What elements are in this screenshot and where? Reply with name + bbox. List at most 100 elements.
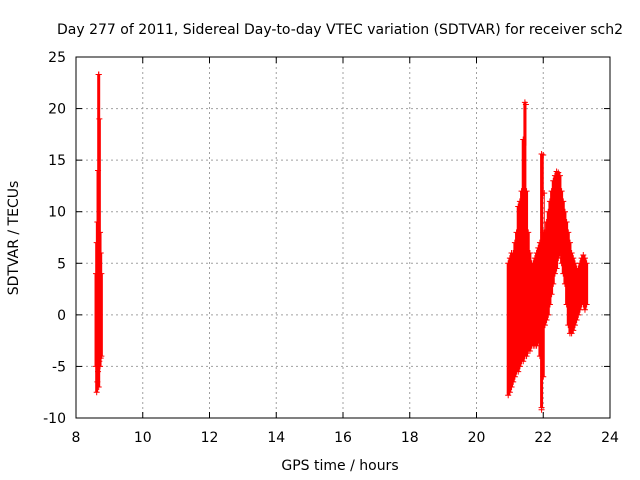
data-point-high — [93, 270, 100, 277]
data-point-high — [565, 229, 572, 236]
x-tick-label: 12 — [201, 430, 219, 446]
y-tick-label: -10 — [43, 411, 66, 427]
data-point-high — [576, 260, 583, 267]
data-point-low — [93, 389, 100, 396]
data-fill — [521, 191, 524, 362]
data-point-low — [506, 389, 513, 396]
data-point-low — [511, 373, 518, 380]
data-point-high — [548, 188, 555, 195]
data-point-low — [526, 347, 533, 354]
y-tick-label: -5 — [52, 359, 66, 375]
chart-title: Day 277 of 2011, Sidereal Day-to-day VTE… — [57, 22, 623, 38]
y-tick-label: 5 — [57, 256, 66, 272]
data-point-low — [533, 342, 540, 349]
data-fill — [554, 175, 557, 269]
x-tick-label: 14 — [267, 430, 285, 446]
data-point-low — [515, 368, 522, 375]
data-fill — [569, 252, 572, 334]
data-point-high — [97, 229, 104, 236]
data-point-outlier — [538, 406, 545, 413]
data-point-low — [560, 270, 567, 277]
data-point-outlier — [522, 101, 529, 108]
data-point-high — [526, 249, 533, 256]
data-point-high — [568, 249, 575, 256]
x-tick-label: 20 — [468, 430, 486, 446]
data-point-high — [505, 260, 512, 267]
data-point-low — [94, 378, 101, 385]
data-point-high — [535, 244, 542, 251]
data-point-high — [561, 208, 568, 215]
data-point-low — [510, 378, 517, 385]
data-point-high — [518, 188, 525, 195]
data-point-low — [536, 353, 543, 360]
data-point-high — [546, 198, 553, 205]
data-point-high — [558, 188, 565, 195]
data-point-low — [545, 311, 552, 318]
data-point-high — [531, 255, 538, 262]
data-fill — [553, 180, 555, 274]
data-fill — [549, 201, 552, 295]
data-point-high — [96, 115, 103, 122]
data-fill — [98, 170, 100, 372]
data-point-low — [563, 301, 570, 308]
data-point-outlier — [541, 190, 548, 197]
data-point-high — [550, 177, 557, 184]
x-tick-label: 16 — [334, 430, 352, 446]
data-fill — [551, 191, 554, 284]
data-point-low — [96, 358, 103, 365]
data-fill — [581, 258, 584, 305]
x-tick-label: 10 — [134, 430, 152, 446]
data-fill — [536, 252, 539, 341]
data-point-outlier — [95, 71, 102, 78]
x-tick-label: 24 — [601, 430, 619, 446]
data-point-high — [575, 265, 582, 272]
data-fill — [519, 201, 522, 362]
data-fill — [573, 263, 575, 326]
data-point-high — [566, 239, 573, 246]
data-fill — [524, 191, 527, 357]
data-point-high — [560, 198, 567, 205]
data-point-high — [525, 229, 532, 236]
data-point-high — [515, 203, 522, 210]
data-point-low — [558, 260, 565, 267]
data-point-high — [95, 167, 102, 174]
data-point-high — [555, 169, 562, 176]
data-point-high — [556, 172, 563, 179]
data-point-low — [551, 270, 558, 277]
data-fill — [546, 222, 549, 315]
data-point-low — [550, 280, 557, 287]
data-point-high — [571, 260, 578, 267]
y-tick-label: 0 — [57, 308, 66, 324]
data-point-high — [97, 249, 104, 256]
data-point-low — [505, 392, 512, 399]
data-point-high — [510, 249, 517, 256]
data-fill — [96, 273, 98, 367]
data-point-high — [580, 252, 587, 259]
data-point-low — [573, 317, 580, 324]
data-point-low — [570, 327, 577, 334]
data-point-low — [553, 265, 560, 272]
data-point-high — [551, 172, 558, 179]
x-tick-label: 22 — [534, 430, 552, 446]
data-point-high — [506, 255, 513, 262]
data-fill — [539, 242, 542, 357]
data-point-low — [556, 249, 563, 256]
data-point-low — [581, 306, 588, 313]
data-point-high — [570, 255, 577, 262]
data-point-high — [545, 208, 552, 215]
data-point-low — [543, 317, 550, 324]
data-point-low — [520, 358, 527, 365]
data-fill — [544, 232, 547, 321]
data-point-high — [530, 260, 537, 267]
data-point-high — [563, 219, 570, 226]
data-center-line — [95, 294, 103, 326]
data-fill — [548, 211, 550, 305]
data-fill — [526, 232, 529, 351]
data-point-low — [508, 384, 515, 391]
data-point-low — [571, 322, 578, 329]
data-point-high — [511, 239, 518, 246]
data-point-low — [97, 363, 104, 370]
data-point-high — [94, 219, 101, 226]
